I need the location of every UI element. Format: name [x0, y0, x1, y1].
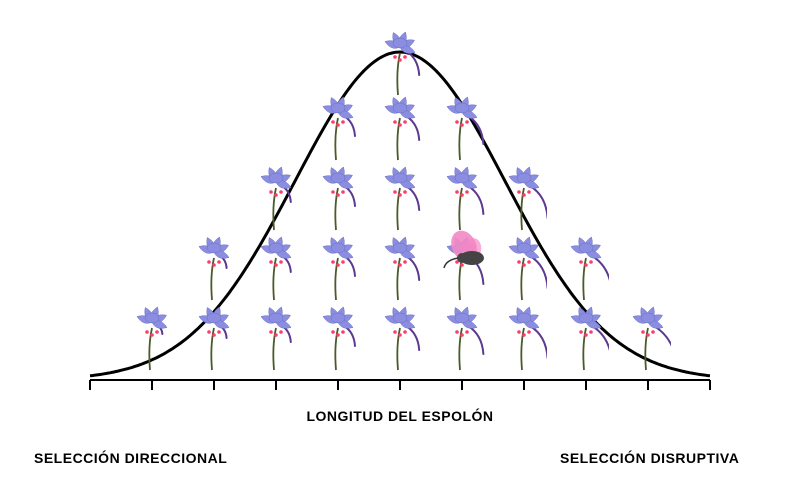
stage: LONGITUD DEL ESPOLÓN SELECCIÓN DIRECCION…	[0, 0, 800, 500]
plot-svg	[0, 0, 800, 500]
bell-curve	[90, 52, 710, 376]
bottom-left-label: SELECCIÓN DIRECCIONAL	[34, 450, 227, 466]
x-axis-label: LONGITUD DEL ESPOLÓN	[0, 408, 800, 424]
pollinator-insect	[442, 230, 494, 274]
bottom-right-label: SELECCIÓN DISRUPTIVA	[560, 450, 739, 466]
